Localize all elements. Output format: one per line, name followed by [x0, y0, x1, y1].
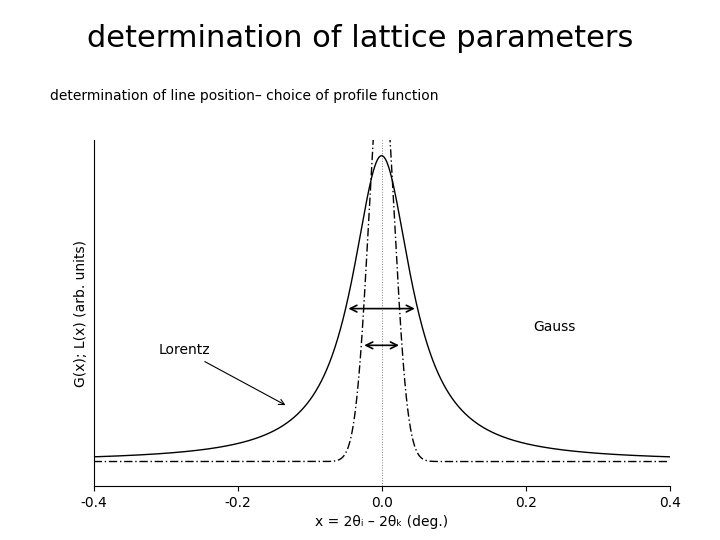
Text: Lorentz: Lorentz	[158, 343, 284, 404]
X-axis label: x = 2θᵢ – 2θₖ (deg.): x = 2θᵢ – 2θₖ (deg.)	[315, 515, 448, 529]
Text: Gauss: Gauss	[533, 320, 575, 334]
Text: determination of lattice parameters: determination of lattice parameters	[87, 24, 633, 53]
Y-axis label: G(x); L(x) (arb. units): G(x); L(x) (arb. units)	[74, 240, 88, 387]
Text: determination of line position– choice of profile function: determination of line position– choice o…	[50, 89, 439, 103]
